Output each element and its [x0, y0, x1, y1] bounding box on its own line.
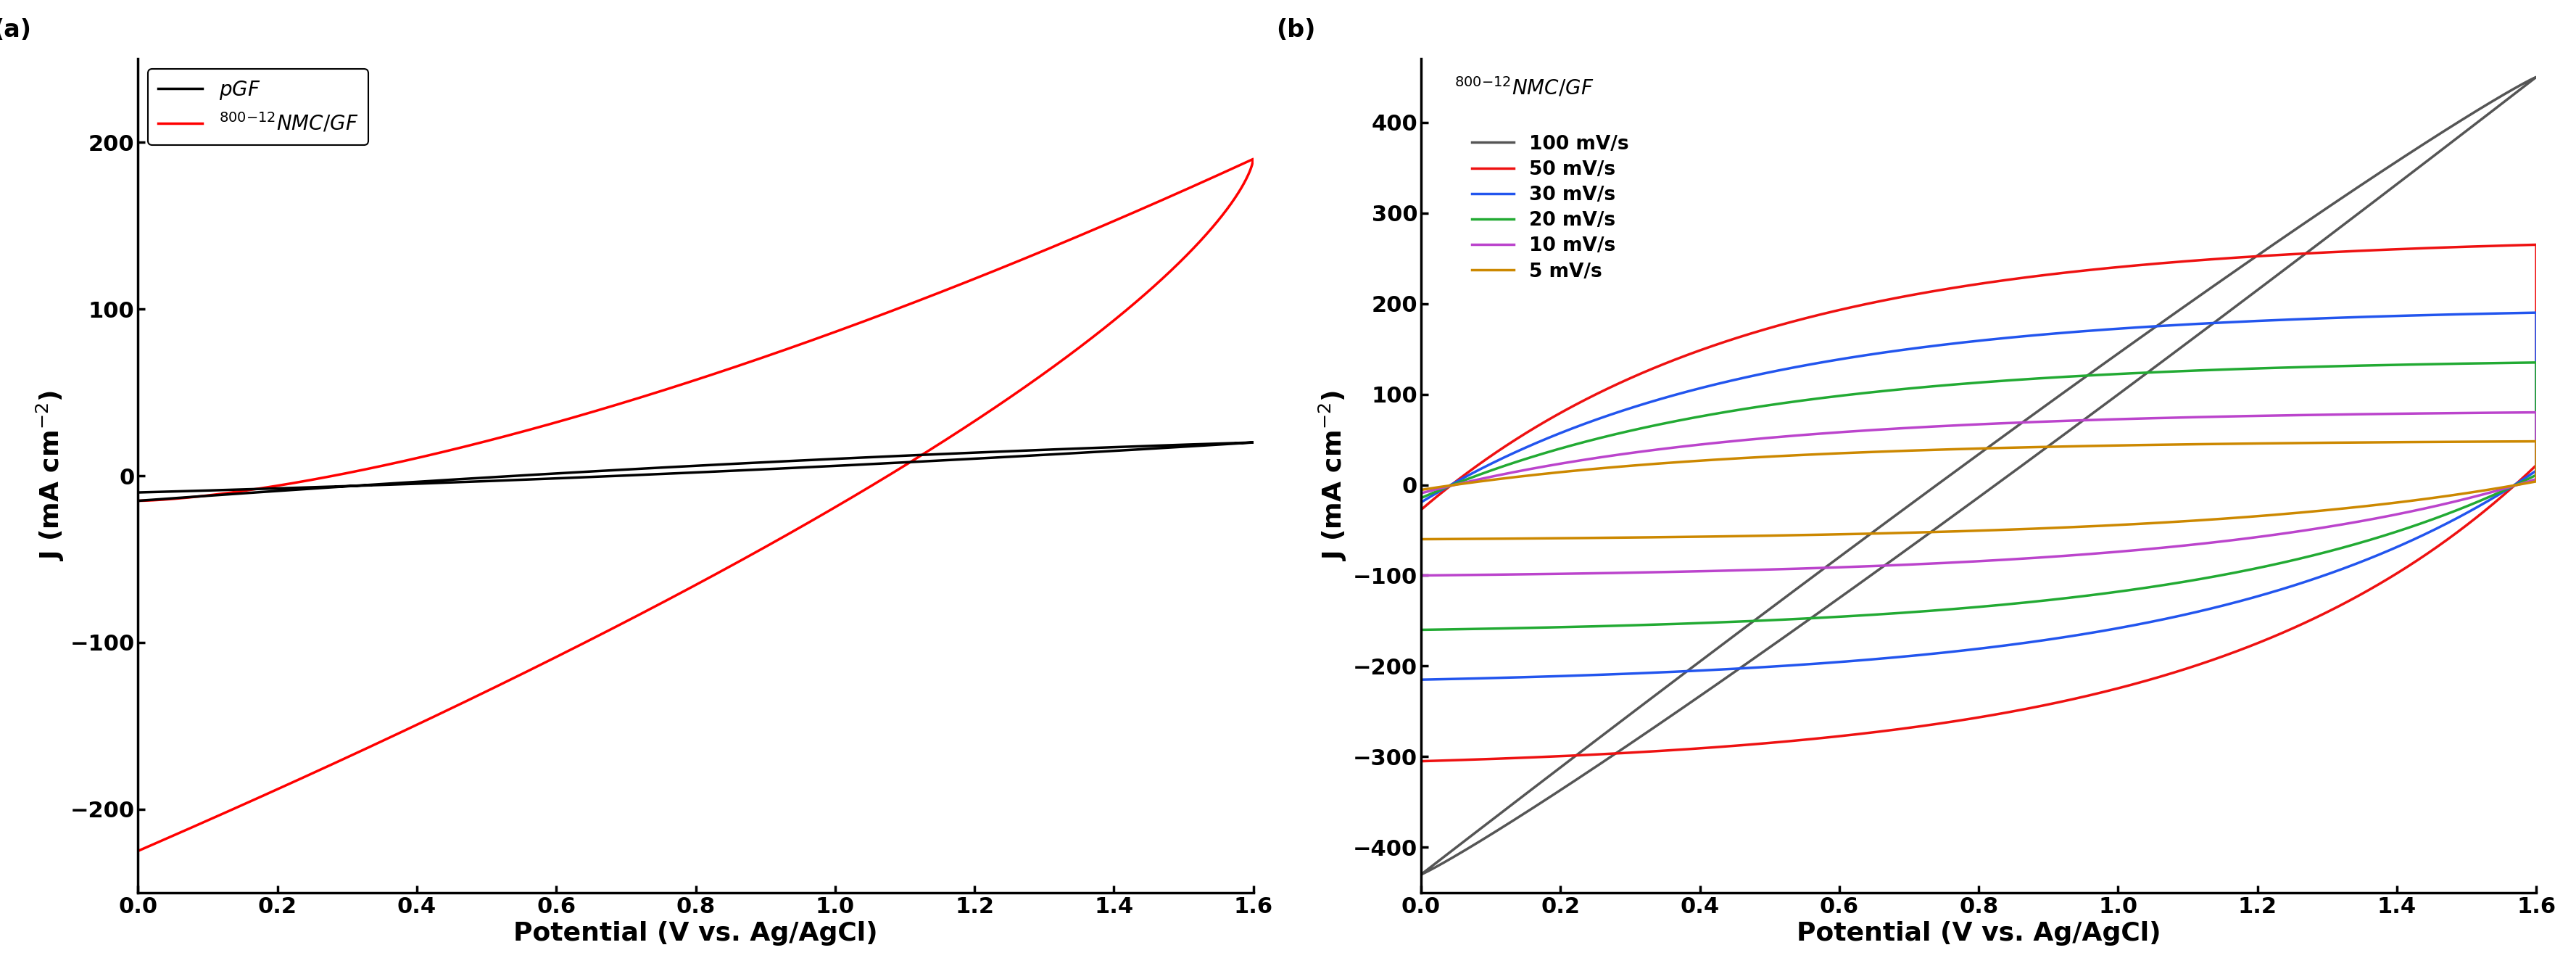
Text: (a): (a) — [0, 18, 31, 43]
Text: (b): (b) — [1275, 18, 1316, 43]
Y-axis label: J (mA cm$^{-2}$): J (mA cm$^{-2}$) — [33, 390, 67, 561]
Text: $^{800\mathrm{-}12}\mathit{NMC/GF}$: $^{800\mathrm{-}12}\mathit{NMC/GF}$ — [1455, 75, 1595, 99]
X-axis label: Potential (V vs. Ag/AgCl): Potential (V vs. Ag/AgCl) — [513, 922, 878, 946]
X-axis label: Potential (V vs. Ag/AgCl): Potential (V vs. Ag/AgCl) — [1795, 922, 2161, 946]
Legend: $\mathit{pGF}$, $^{800\mathrm{-}12}\mathit{NMC/GF}$: $\mathit{pGF}$, $^{800\mathrm{-}12}\math… — [149, 69, 368, 145]
Legend: 100 mV/s, 50 mV/s, 30 mV/s, 20 mV/s, 10 mV/s, 5 mV/s: 100 mV/s, 50 mV/s, 30 mV/s, 20 mV/s, 10 … — [1463, 127, 1636, 289]
Y-axis label: J (mA cm$^{-2}$): J (mA cm$^{-2}$) — [1316, 390, 1350, 561]
